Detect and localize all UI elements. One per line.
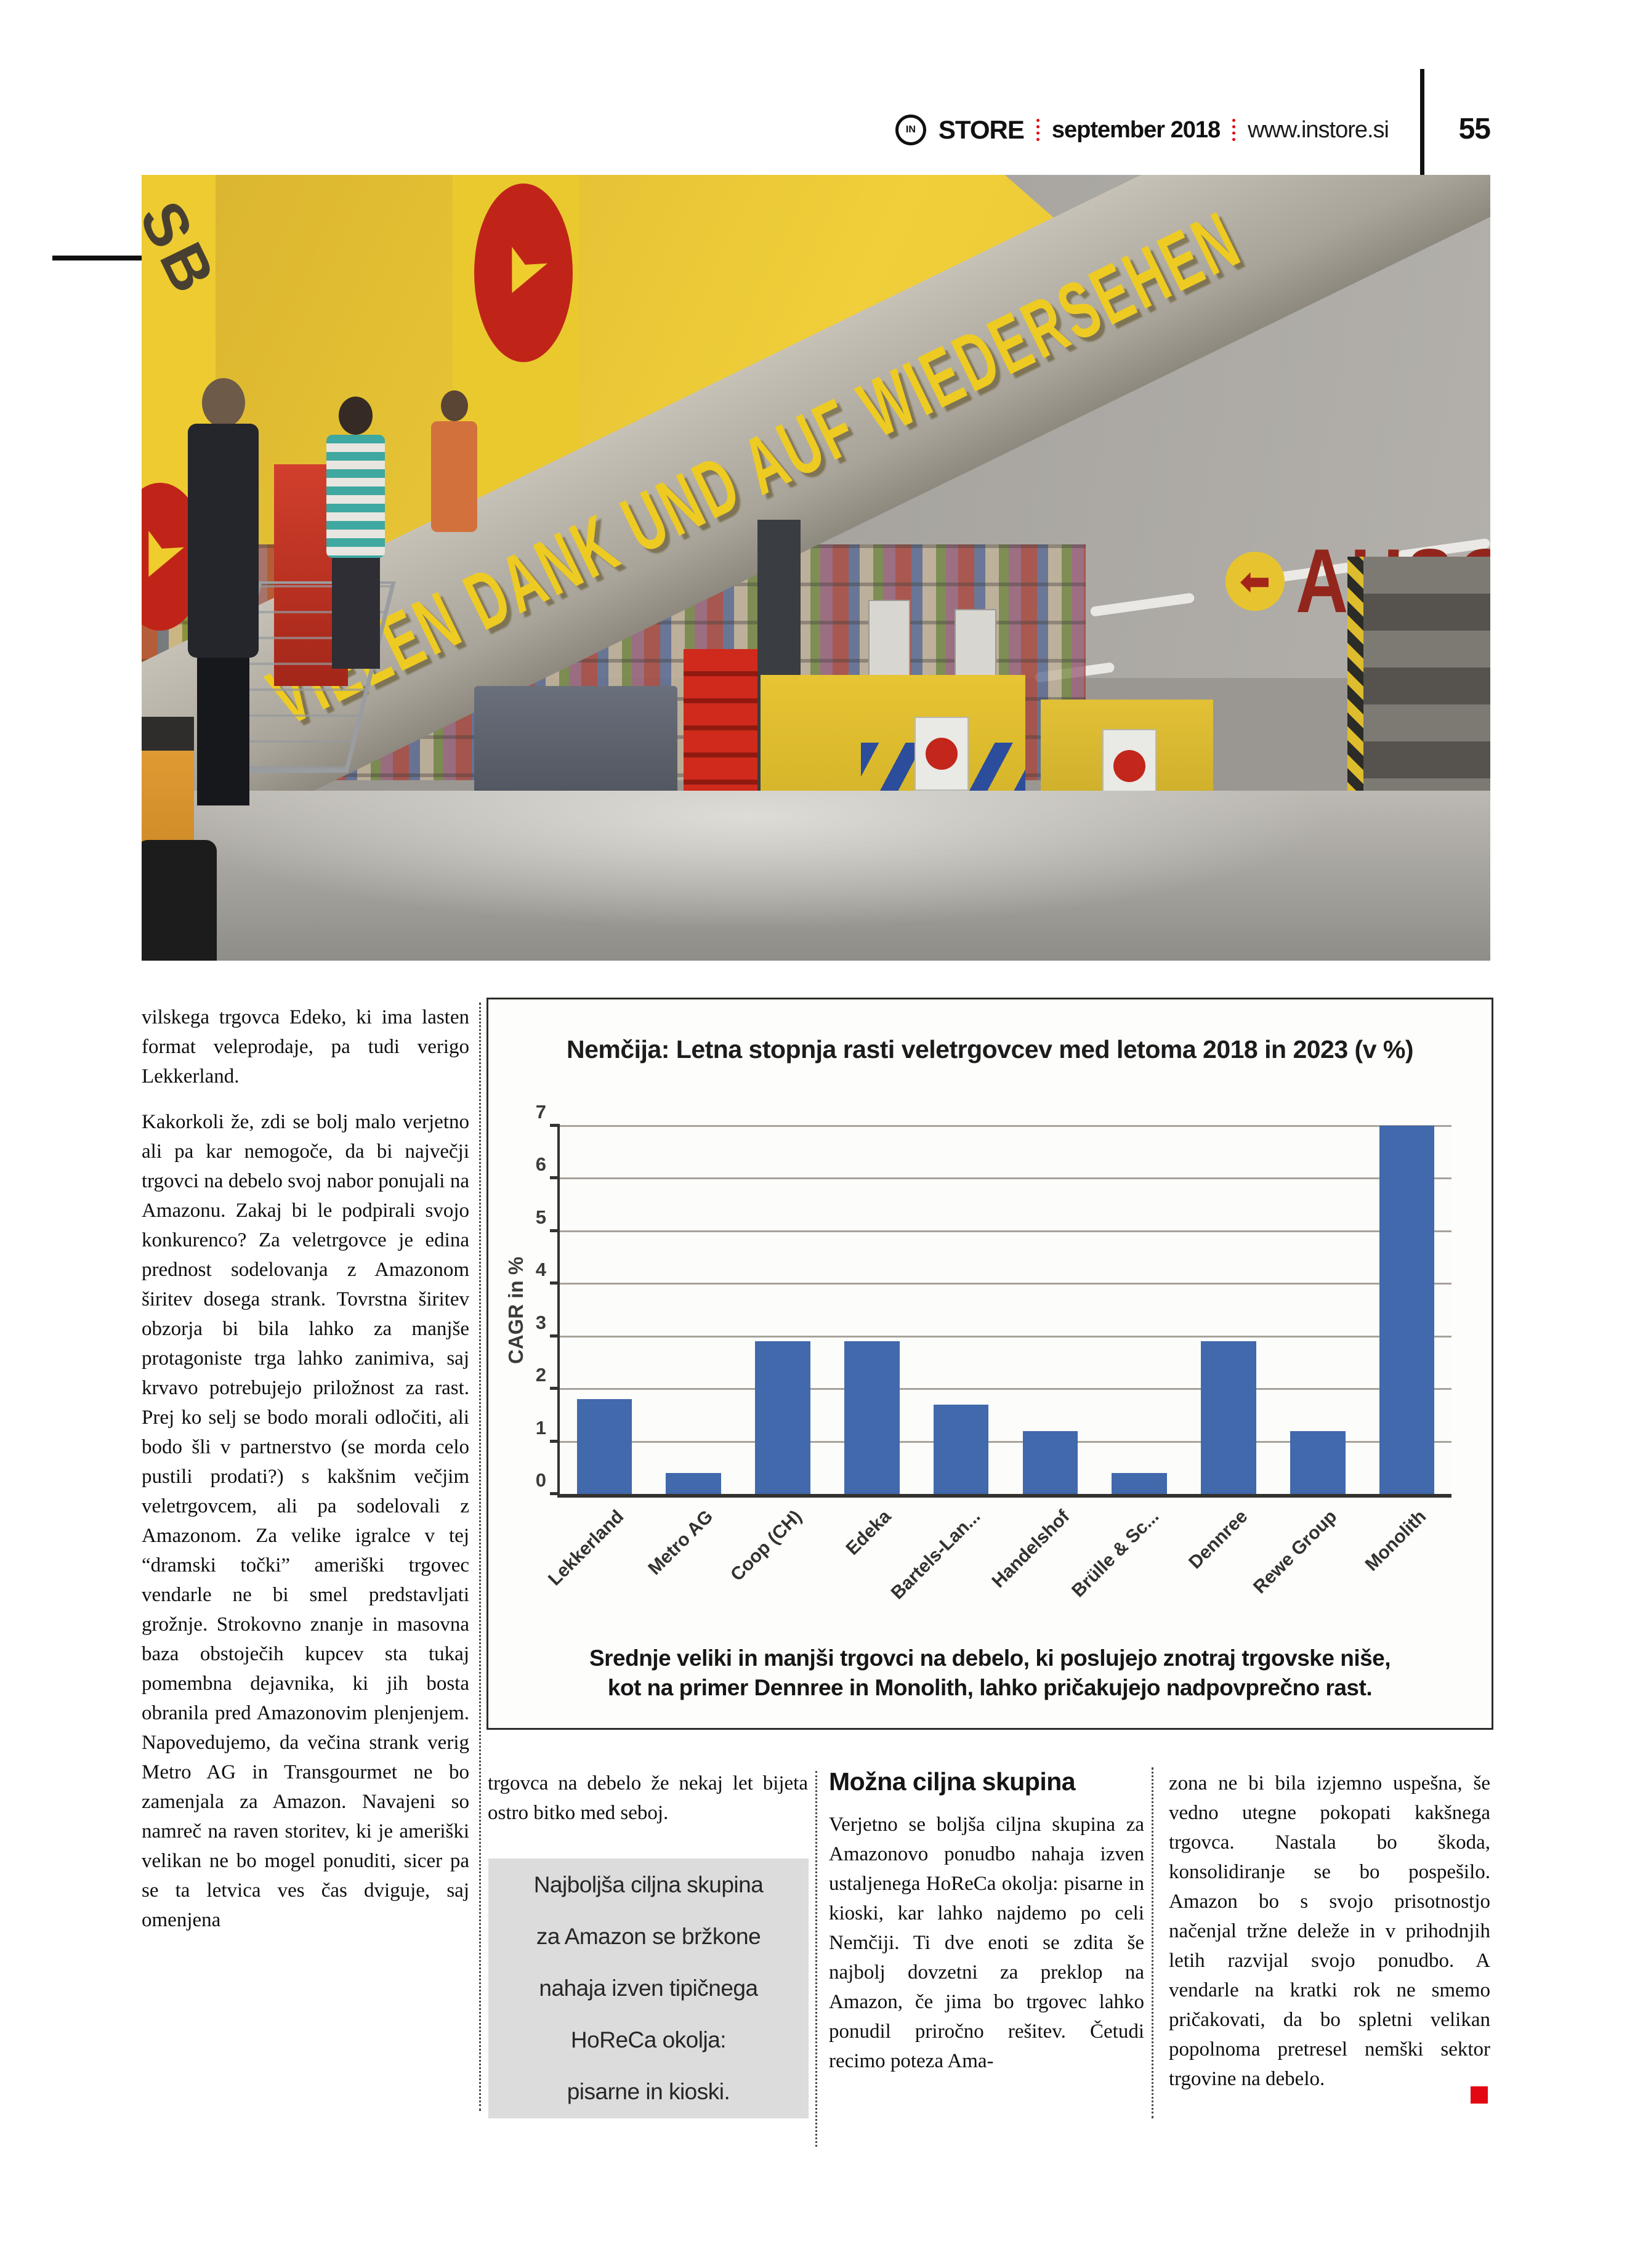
chart-caption-line: kot na primer Dennree in Monolith, lahko… [607,1675,1373,1700]
pull-quote-line: HoReCa okolja: [570,2027,727,2052]
chart-bar [1201,1341,1256,1494]
y-axis-label: 1 [535,1416,546,1439]
instore-logo-icon: IN [895,115,926,145]
photo-poster [955,609,996,688]
header-divider-bar [1420,69,1424,192]
chart-title: Nemčija: Letna stopnja rasti veletrgovce… [566,1035,1414,1063]
arrow-sign-icon: ➤ [474,184,573,362]
gridline [560,1177,1451,1180]
article-column-3: Možna ciljna skupina Verjetno se boljša … [829,1767,1144,2092]
y-axis-label: 6 [535,1153,546,1176]
axis-tick [550,1334,560,1338]
column-divider [479,1003,481,2111]
pull-quote: Najboljša ciljna skupina za Amazon se br… [488,1858,809,2118]
axis-tick [550,1176,560,1180]
article-paragraph: zona ne bi bila izjemno uspešna, še vedn… [1169,1772,1490,2090]
shopper-silhouette [431,390,477,532]
x-axis-label: Coop (CH) [727,1506,806,1586]
website-url[interactable]: www.instore.si [1248,116,1389,143]
photo-poster [868,600,910,679]
chart-bar [1290,1431,1346,1494]
chart-bar [1022,1431,1078,1494]
gridline [560,1230,1451,1232]
lane-closed-sign-icon [914,717,969,791]
x-axis-label: Handelshof [988,1506,1074,1592]
y-axis-label: 0 [535,1469,546,1491]
x-axis-label: Dennree [1185,1506,1252,1573]
y-axis-label: 3 [535,1311,546,1333]
pull-quote-line: pisarne in kioski. [567,2079,730,2104]
arrow-glyph-icon: ➤ [481,235,565,311]
article-paragraph: trgovca na debelo že nekaj let bijeta os… [488,1772,808,1824]
gridline [560,1440,1451,1443]
y-axis-label: 7 [535,1101,546,1123]
chart-panel: Nemčija: Letna stopnja rasti veletrgovce… [486,998,1493,1730]
chart-bar [844,1341,900,1494]
chart-bar [1112,1472,1168,1494]
y-axis-label: 4 [535,1259,546,1281]
article-column-1: vilskega trgovca Edeko, ki ima lasten fo… [142,1003,469,1951]
chart-bar [1379,1126,1435,1494]
chart-plot: 0 1 2 3 4 5 6 7 Lekkerland Metro AG Coop (CH) Edeka… [536,1101,1451,1604]
gridline [560,1283,1451,1285]
chart-caption: Srednje veliki in manjši trgovci na debe… [519,1644,1461,1703]
article-paragraph: Kakorkoli že, zdi se bolj malo verjetno … [142,1111,469,1931]
issue-date: september 2018 [1051,116,1221,143]
pull-quote-line: za Amazon se bržkone [536,1924,761,1949]
column-divider [815,1771,817,2147]
article-column-2: trgovca na debelo že nekaj let bijeta os… [488,1769,808,1844]
x-axis-label: Rewe Group [1249,1506,1341,1598]
magazine-brand: STORE [938,115,1025,144]
y-axis-label: 2 [535,1364,546,1386]
store-photo: SB K ➤ ➤ VIELEN DANK UND AUF WIEDERSEHEN… [142,175,1490,961]
column-divider [1152,1767,1153,2118]
x-axis-label: Brülle & Sc... [1067,1506,1163,1602]
gridline [560,1335,1451,1338]
chart-bar [666,1472,722,1494]
article-paragraph: vilskega trgovca Edeko, ki ima lasten fo… [142,1006,469,1088]
x-axis-label: Edeka [842,1506,895,1559]
chart-bar [755,1341,810,1494]
section-heading: Možna ciljna skupina [829,1767,1076,1796]
page-number: 55 [1458,113,1491,145]
x-axis-label: Bartels-Lan... [887,1506,985,1604]
gridline [560,1388,1451,1390]
bottles-silhouette [142,840,217,961]
pull-quote-line: nahaja izven tipičnega [539,1975,758,2001]
header-separator-icon [1232,119,1236,141]
article-end-mark: ■ [1471,2086,1488,2104]
x-axis-label: Metro AG [644,1506,717,1580]
photo-floor [142,791,1490,961]
shopper-silhouette [188,378,259,805]
pull-quote-line: Najboljša ciljna skupina [533,1872,764,1897]
chart-bar [933,1404,989,1494]
gridline [560,1125,1451,1127]
article-column-4: zona ne bi bila izjemno uspešna, še vedn… [1169,1769,1490,2110]
y-axis-label: 5 [535,1206,546,1228]
axis-tick [550,1439,560,1443]
left-arrow-glyph-icon: ⬅ [1240,562,1270,602]
side-banner-text: SB K [142,191,216,307]
axis-tick [550,1281,560,1285]
page-header: IN STORE september 2018 www.instore.si [895,115,1389,145]
margin-rule [52,256,142,260]
shopper-silhouette [326,397,385,669]
x-axis-label: Lekkerland [544,1506,628,1590]
x-axis-label: Monolith [1361,1506,1431,1575]
chart-bar [576,1399,632,1494]
article-paragraph: Verjetno se boljša ciljna skupina za Ama… [829,1814,1144,2072]
axis-tick [550,1387,560,1390]
axis-tick [550,1124,560,1127]
axis-tick [550,1492,560,1495]
header-separator-icon [1036,119,1040,141]
chart-caption-line: Srednje veliki in manjši trgovci na debe… [589,1645,1391,1671]
exit-arrow-icon: ⬅ [1225,552,1285,611]
axis-tick [550,1229,560,1232]
